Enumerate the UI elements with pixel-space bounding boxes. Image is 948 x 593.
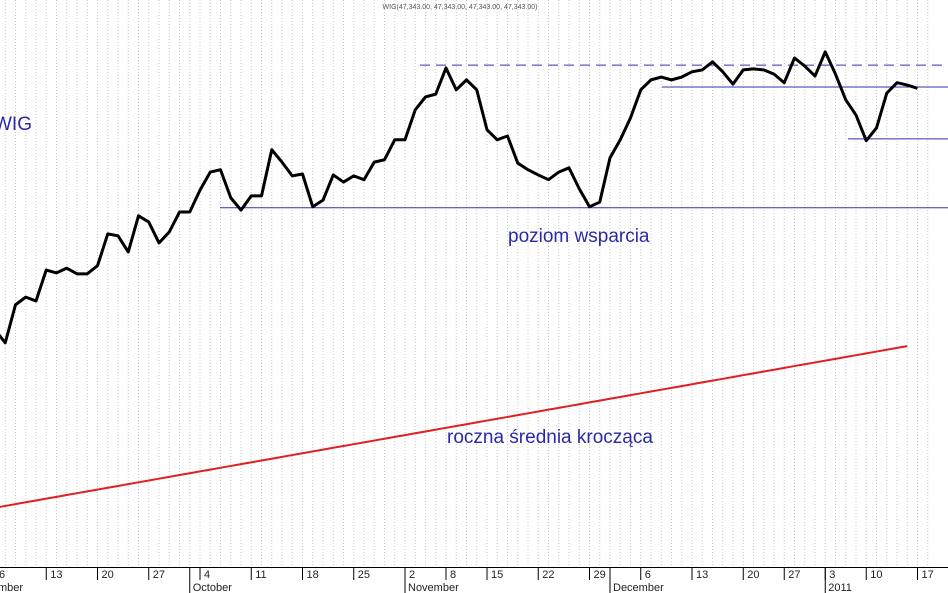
x-tick-label: 27 <box>788 569 800 581</box>
x-tick-label: 27 <box>153 569 165 581</box>
x-tick-label: 13 <box>50 569 62 581</box>
x-tick-label: 4 <box>204 569 210 581</box>
x-tick-label: 6 <box>645 569 651 581</box>
month-label: November <box>408 582 459 593</box>
series-line <box>0 345 908 508</box>
month-label: October <box>193 582 232 593</box>
x-tick-label: 11 <box>255 569 266 581</box>
x-tick-label: 18 <box>307 569 319 581</box>
chart-title: WIG(47,343.00, 47,343.00, 47,343.00, 47,… <box>383 4 538 11</box>
support-label: poziom wsparcia <box>508 226 650 247</box>
x-tick-label: 20 <box>102 569 114 581</box>
x-tick-label: 3 <box>829 569 835 581</box>
axis-strip <box>0 567 948 593</box>
x-tick-label: 6 <box>0 569 5 581</box>
month-label: mber <box>0 582 23 593</box>
x-tick-label: 29 <box>594 569 606 581</box>
series-line <box>0 50 918 345</box>
month-label: December <box>613 582 664 593</box>
x-tick-label: 2 <box>409 569 415 581</box>
x-tick-label: 17 <box>922 569 934 581</box>
x-tick-label: 8 <box>450 569 456 581</box>
lines <box>0 50 918 508</box>
x-tick-label: 25 <box>358 569 370 581</box>
x-tick-label: 20 <box>747 569 759 581</box>
series-label: WIG <box>0 114 32 135</box>
x-tick-label: 15 <box>491 569 503 581</box>
x-tick-label: 10 <box>870 569 882 581</box>
month-label: 2011 <box>828 582 852 593</box>
average-label: roczna średnia krocząca <box>447 427 653 448</box>
x-tick-label: 13 <box>696 569 708 581</box>
x-tick-label: 22 <box>542 569 554 581</box>
